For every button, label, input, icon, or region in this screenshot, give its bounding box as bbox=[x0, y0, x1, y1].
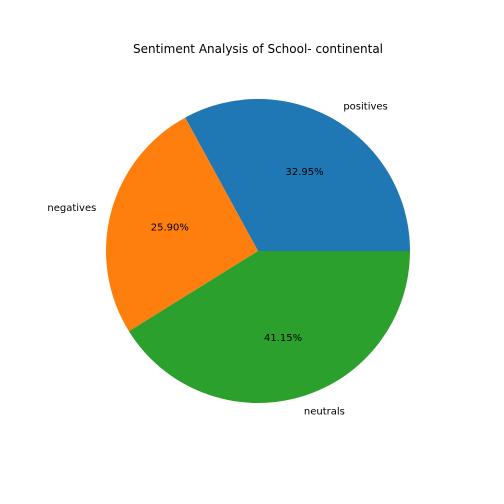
pie-slice-neutrals bbox=[128, 251, 410, 403]
pie-category-label-negatives: negatives bbox=[47, 203, 96, 214]
pie-value-label-negatives: 25.90% bbox=[151, 222, 189, 233]
chart-title: Sentiment Analysis of School- continenta… bbox=[133, 42, 383, 56]
pie-value-label-neutrals: 41.15% bbox=[264, 333, 302, 344]
pie-value-label-positives: 32.95% bbox=[285, 167, 323, 178]
pie-labels: 32.95% positives 25.90% negatives 41.15% neut… bbox=[47, 102, 387, 418]
pie-category-label-positives: positives bbox=[343, 102, 387, 113]
pie-category-label-neutrals: neutrals bbox=[304, 406, 345, 417]
pie-slices bbox=[105, 98, 410, 403]
pie-slice-positives bbox=[185, 98, 410, 251]
pie-slice-negatives bbox=[105, 117, 258, 332]
